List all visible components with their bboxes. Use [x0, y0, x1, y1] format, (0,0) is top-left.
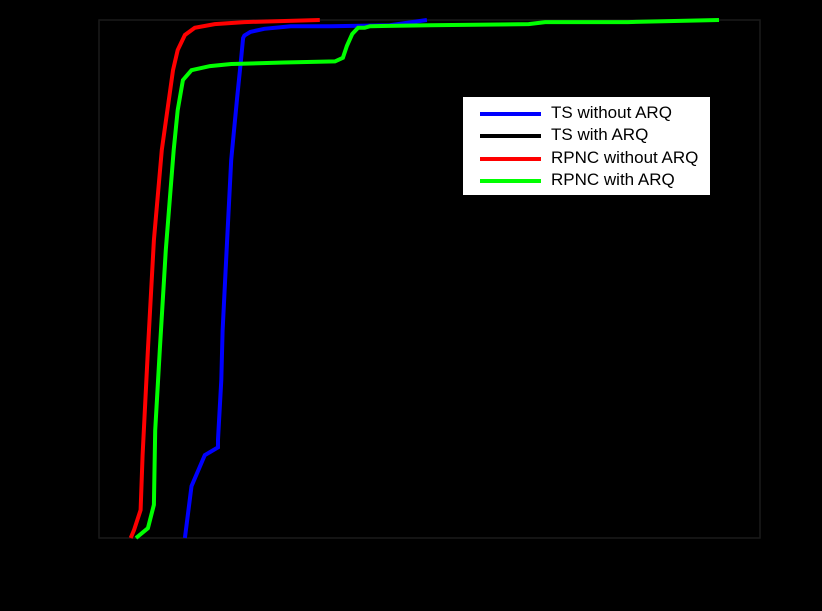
legend-label: TS with ARQ — [551, 125, 649, 144]
legend-label: RPNC without ARQ — [551, 148, 699, 167]
series-line-rpnc-with-arq — [134, 18, 720, 540]
legend: TS without ARQ TS with ARQ RPNC without … — [462, 96, 711, 196]
series-line-ts-without-arq — [182, 18, 428, 539]
legend-item-ts-with-arq: TS with ARQ — [463, 124, 710, 146]
legend-swatch-green — [480, 179, 541, 183]
legend-label: RPNC with ARQ — [551, 170, 675, 189]
series-line-rpnc-without-arq — [128, 18, 320, 539]
legend-item-ts-without-arq: TS without ARQ — [463, 102, 710, 124]
legend-swatch-blue — [480, 112, 541, 116]
legend-item-rpnc-with-arq: RPNC with ARQ — [463, 169, 710, 191]
legend-label: TS without ARQ — [551, 103, 672, 122]
legend-swatch-black — [480, 134, 541, 138]
plot-frame — [98, 19, 761, 539]
legend-item-rpnc-without-arq: RPNC without ARQ — [463, 147, 710, 169]
legend-swatch-red — [480, 157, 541, 161]
series-layer — [128, 18, 720, 540]
